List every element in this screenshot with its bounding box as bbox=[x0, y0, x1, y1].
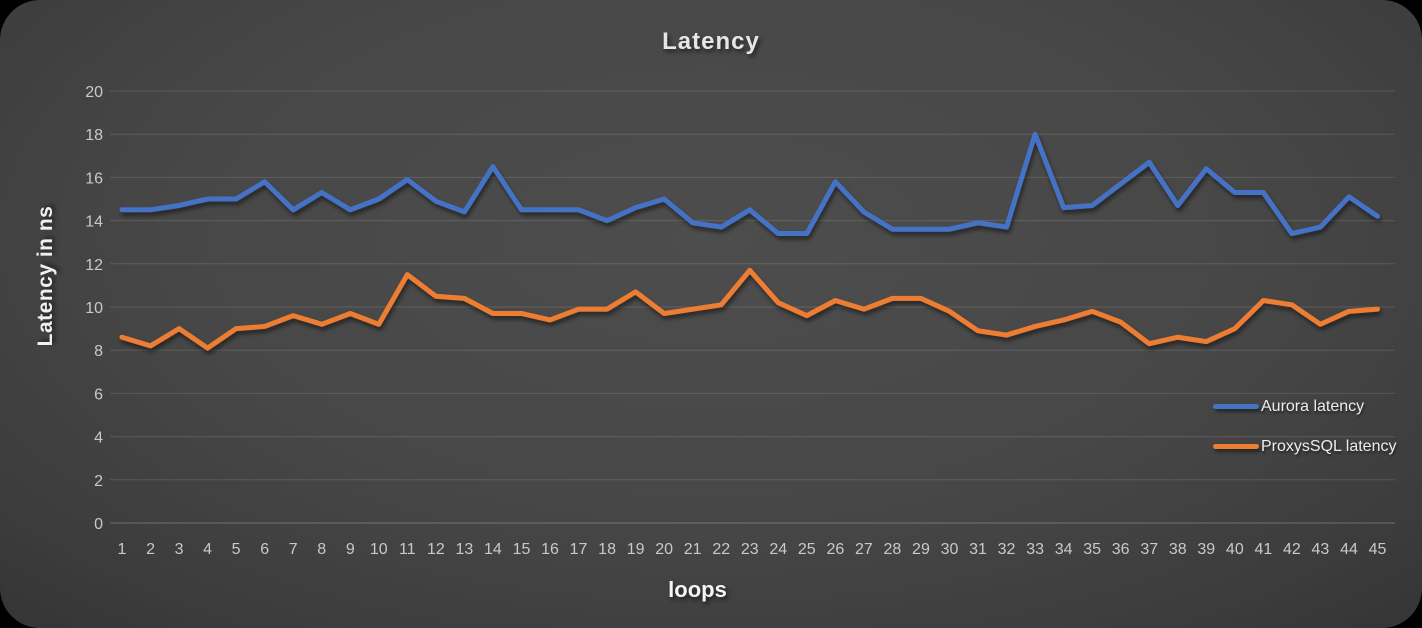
x-tick-label: 4 bbox=[203, 541, 212, 558]
x-tick-label: 24 bbox=[769, 541, 787, 558]
x-tick-label: 26 bbox=[826, 541, 844, 558]
x-tick-label: 44 bbox=[1340, 541, 1358, 558]
x-tick-label: 14 bbox=[484, 541, 502, 558]
y-tick-label: 16 bbox=[85, 170, 103, 187]
x-tick-label: 25 bbox=[798, 541, 816, 558]
x-tick-label: 28 bbox=[884, 541, 902, 558]
x-tick-label: 19 bbox=[627, 541, 645, 558]
x-tick-label: 5 bbox=[232, 541, 241, 558]
x-tick-label: 2 bbox=[146, 541, 155, 558]
x-tick-label: 38 bbox=[1169, 541, 1187, 558]
x-tick-label: 37 bbox=[1140, 541, 1158, 558]
y-tick-label: 18 bbox=[85, 127, 103, 144]
proxysql-line-swatch-icon bbox=[1213, 444, 1259, 449]
y-tick-label: 8 bbox=[94, 343, 103, 360]
x-tick-label: 15 bbox=[513, 541, 531, 558]
x-tick-label: 33 bbox=[1026, 541, 1044, 558]
x-tick-label: 12 bbox=[427, 541, 445, 558]
x-tick-label: 23 bbox=[741, 541, 759, 558]
y-tick-label: 6 bbox=[94, 386, 103, 403]
x-tick-label: 34 bbox=[1055, 541, 1073, 558]
x-tick-label: 20 bbox=[655, 541, 673, 558]
y-tick-label: 0 bbox=[94, 516, 103, 533]
x-tick-label: 39 bbox=[1197, 541, 1215, 558]
x-tick-label: 3 bbox=[175, 541, 184, 558]
x-tick-label: 36 bbox=[1112, 541, 1130, 558]
y-tick-label: 2 bbox=[94, 473, 103, 490]
x-tick-label: 41 bbox=[1254, 541, 1272, 558]
y-tick-label: 14 bbox=[85, 214, 103, 231]
x-tick-label: 13 bbox=[456, 541, 474, 558]
x-tick-label: 29 bbox=[912, 541, 930, 558]
series-lines bbox=[119, 131, 1380, 351]
gridlines bbox=[110, 90, 1395, 524]
x-tick-label: 40 bbox=[1226, 541, 1244, 558]
x-tick-label: 11 bbox=[399, 541, 416, 558]
series-line-aurora-latency bbox=[119, 131, 1380, 237]
chart-title: Latency bbox=[662, 28, 760, 55]
x-tick-label: 21 bbox=[684, 541, 702, 558]
aurora-line-swatch-icon bbox=[1213, 404, 1259, 409]
x-tick-label: 1 bbox=[118, 541, 127, 558]
y-tick-label: 4 bbox=[94, 430, 103, 447]
legend-label-proxysql: ProxysSQL latency bbox=[1261, 437, 1397, 455]
x-tick-label: 10 bbox=[370, 541, 388, 558]
x-tick-label: 42 bbox=[1283, 541, 1301, 558]
x-tick-label: 6 bbox=[260, 541, 269, 558]
x-tick-label: 30 bbox=[941, 541, 959, 558]
x-tick-label: 35 bbox=[1083, 541, 1101, 558]
x-tick-label: 22 bbox=[712, 541, 730, 558]
x-tick-label: 7 bbox=[289, 541, 298, 558]
x-tick-label: 31 bbox=[969, 541, 987, 558]
x-tick-labels: 1 2 3 4 5 6 7 8 9 10 11 12 13 14 15 16 17 18 19 20 21 22 23 24 2… bbox=[118, 541, 1387, 558]
x-tick-label: 8 bbox=[317, 541, 326, 558]
x-tick-label: 17 bbox=[570, 541, 588, 558]
x-tick-label: 16 bbox=[541, 541, 559, 558]
x-tick-label: 43 bbox=[1312, 541, 1330, 558]
y-tick-label: 12 bbox=[85, 257, 103, 274]
x-tick-label: 9 bbox=[346, 541, 355, 558]
legend-item-proxysql-latency: ProxysSQL latency bbox=[1213, 436, 1396, 457]
x-tick-label: 27 bbox=[855, 541, 873, 558]
x-axis-title: loops bbox=[668, 577, 727, 602]
x-tick-label: 18 bbox=[598, 541, 616, 558]
y-tick-label: 10 bbox=[85, 300, 103, 317]
legend: Aurora latency ProxysSQL latency bbox=[1213, 396, 1396, 457]
y-tick-label: 20 bbox=[85, 84, 103, 101]
x-tick-label: 32 bbox=[998, 541, 1016, 558]
legend-label-aurora: Aurora latency bbox=[1261, 397, 1365, 415]
legend-item-aurora-latency: Aurora latency bbox=[1213, 396, 1396, 417]
x-tick-label: 45 bbox=[1369, 541, 1387, 558]
series-line-proxyssql-latency bbox=[119, 267, 1380, 351]
